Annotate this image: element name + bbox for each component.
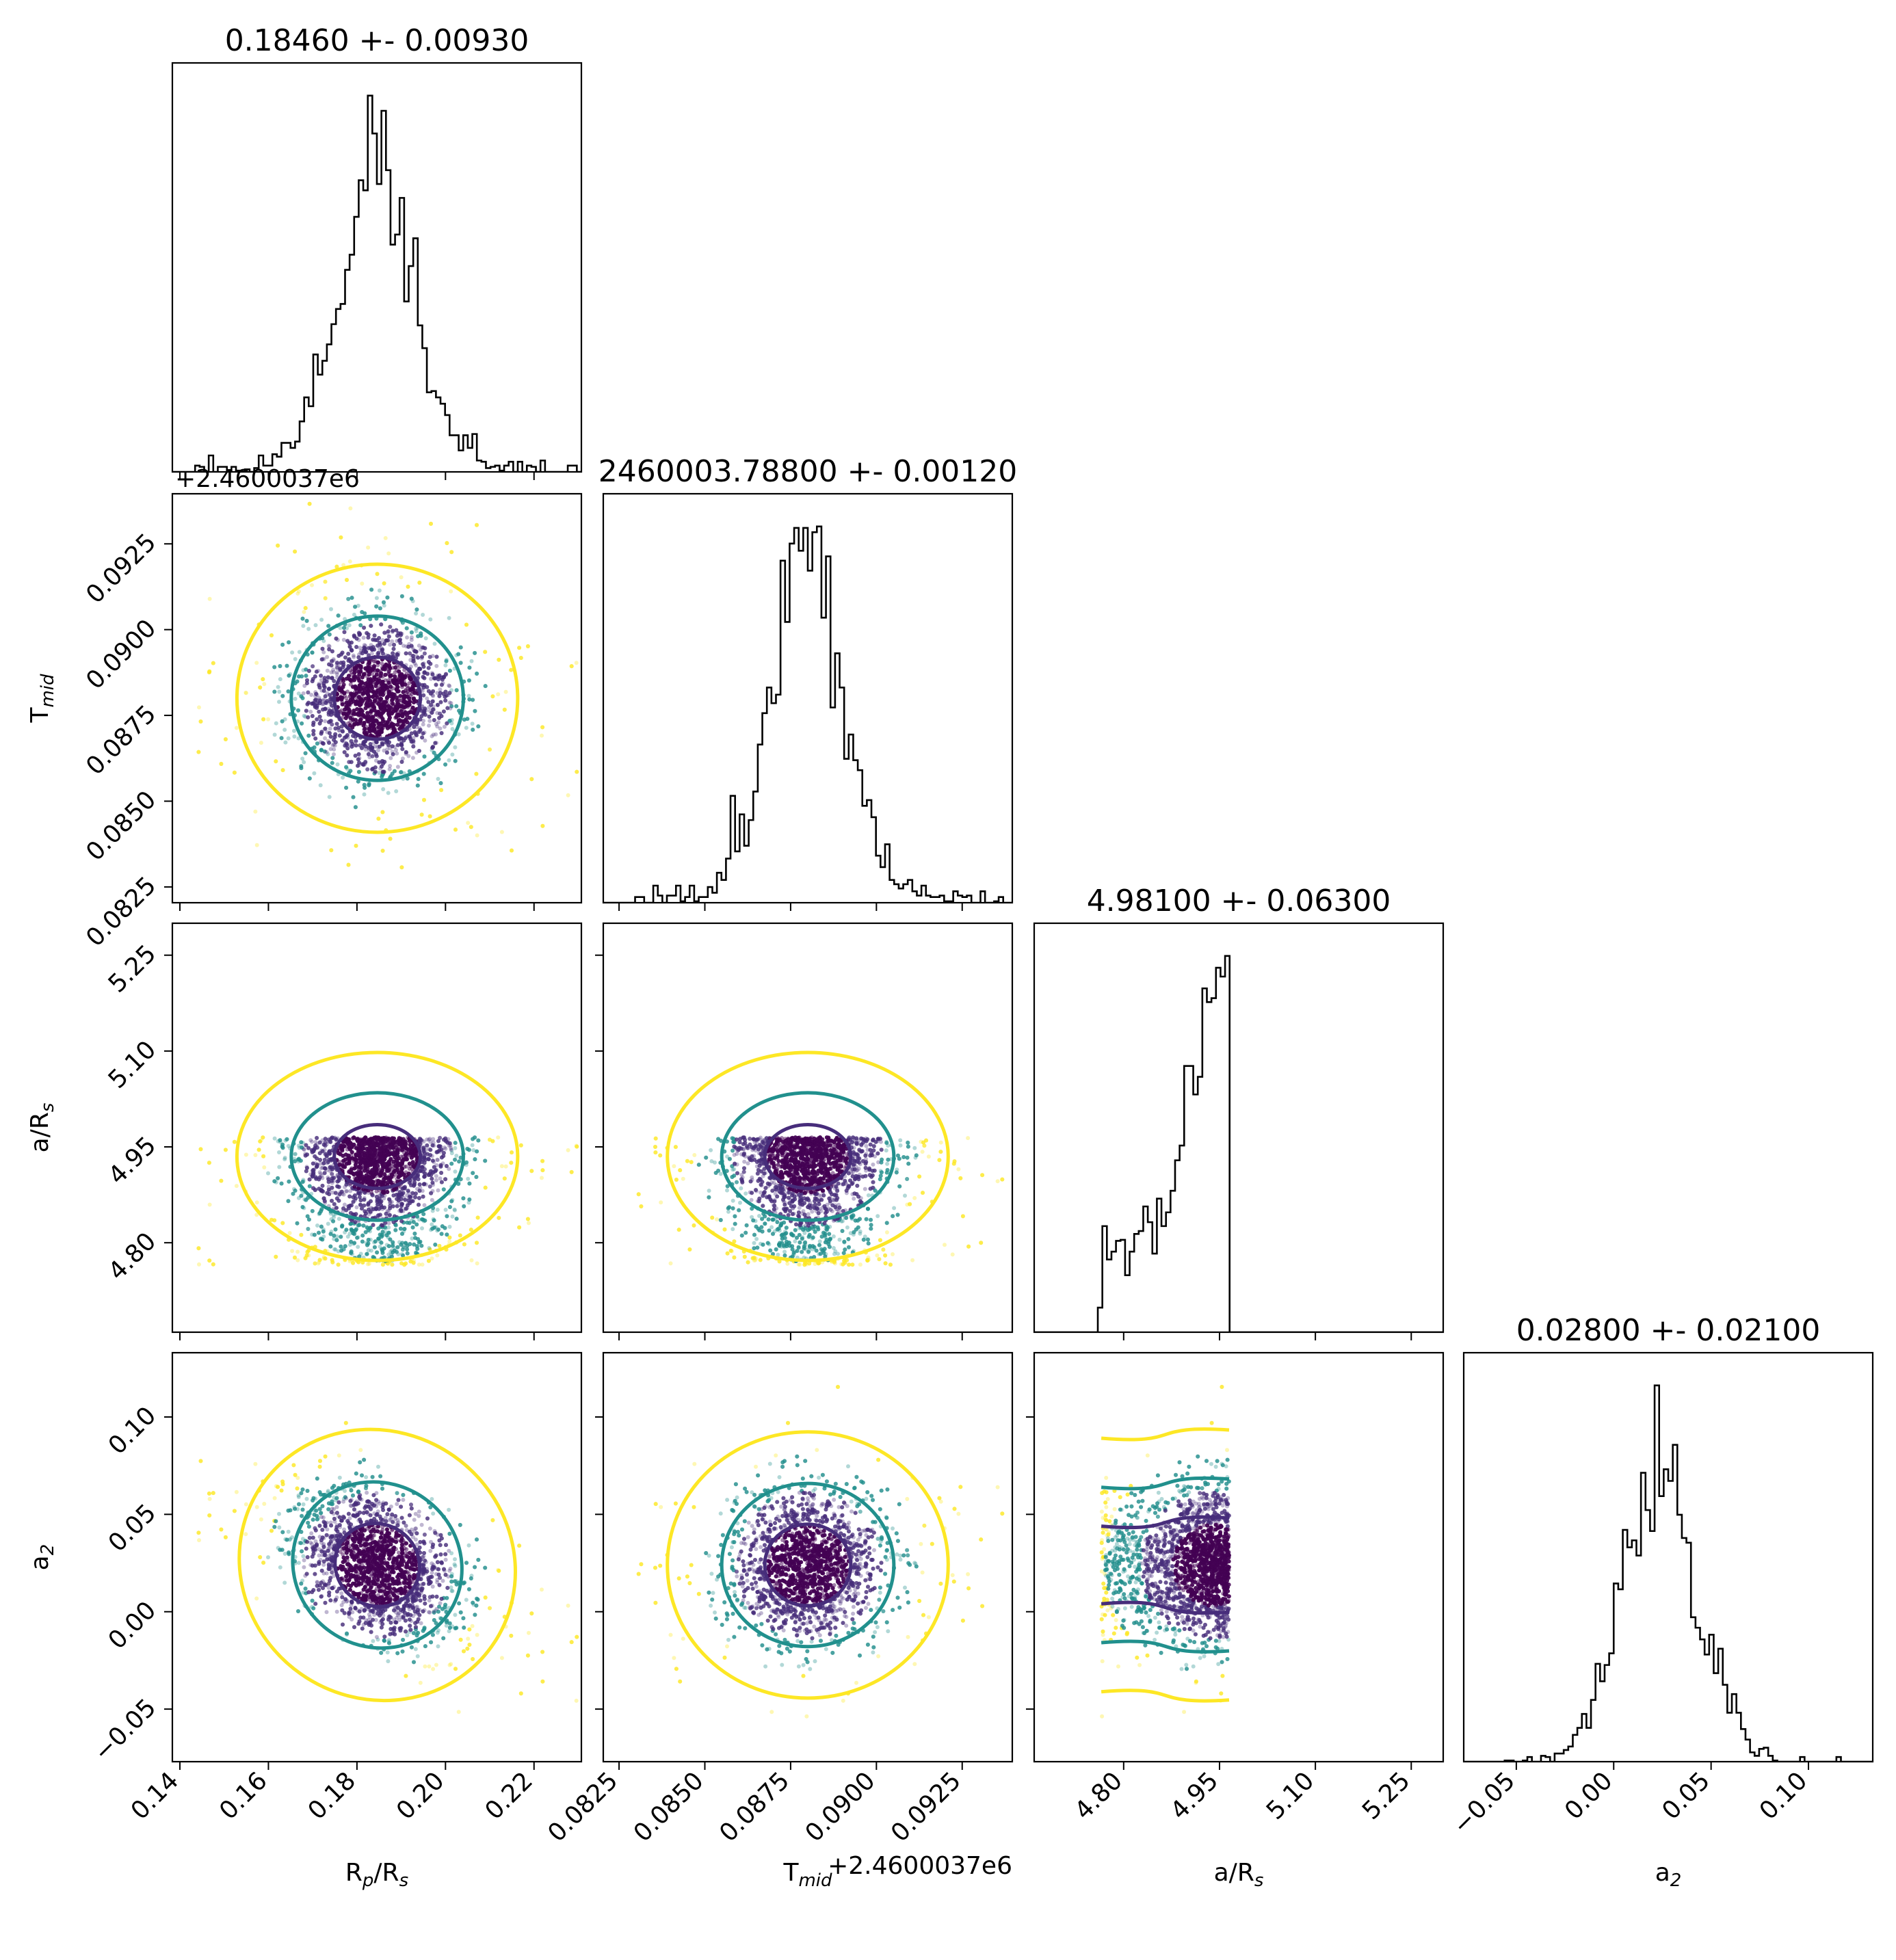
- contour-inner-lower: [1101, 1600, 1230, 1615]
- title-ars: 4.98100 +- 0.06300: [1087, 884, 1391, 918]
- ylabel-a2: a2: [26, 1544, 58, 1571]
- tick-label-ars: 4.95: [103, 1131, 162, 1190]
- panel-a2-vs-rp: 0.14 0.16 0.18 0.20 0.22 −0.05 0.00 0.05 0.10: [88, 1351, 583, 1825]
- ylabel-tmid: Tmid: [26, 674, 58, 724]
- histogram-a2: [1464, 1384, 1873, 1762]
- contour-outer-lower: [1101, 1688, 1230, 1703]
- panel-frame: [602, 922, 1014, 1334]
- panel-frame: [602, 492, 1014, 904]
- ylabel-ars: a/Rs: [26, 1103, 58, 1153]
- contour-middle: [291, 1480, 464, 1650]
- contour-outer: [666, 1050, 950, 1262]
- panel-frame: [1033, 922, 1445, 1334]
- tick-label-a2: 0.10: [103, 1401, 162, 1460]
- tick-label-rp: 0.18: [303, 1766, 362, 1825]
- tick-label-ars: 5.25: [1357, 1766, 1416, 1825]
- scatter-ars-vs-tmid: [636, 1135, 1005, 1267]
- tick-label-tmid: 0.0925: [886, 1766, 966, 1847]
- tick-label-ars: 5.25: [103, 940, 162, 998]
- contour-middle: [720, 1481, 896, 1649]
- panel-rp-vs-rp: 0.18460 +- 0.00930: [171, 23, 583, 480]
- title-tmid: 2460003.78800 +- 0.00120: [598, 454, 1018, 489]
- xlabel-a2: a2: [1655, 1859, 1682, 1891]
- contour-middle-lower: [1101, 1639, 1230, 1654]
- tick-label-a2: 0.10: [1754, 1766, 1813, 1825]
- contour-inner: [763, 1522, 853, 1608]
- contour-outer: [235, 562, 520, 834]
- contour-outer: [237, 1427, 517, 1703]
- contour-middle: [289, 614, 465, 782]
- tick-label-rp: 0.20: [391, 1766, 450, 1825]
- contour-outer-upper: [1101, 1427, 1230, 1442]
- panel-frame: [171, 1351, 583, 1763]
- panel-a2-vs-a2: 0.02800 +- 0.02100 −0.05 0.00 0.05 0.10: [1447, 1313, 1874, 1840]
- tick-label-a2: −0.05: [88, 1693, 161, 1766]
- contour-inner-upper: [1101, 1515, 1230, 1530]
- contour-middle: [289, 1091, 465, 1222]
- scatter-a2-vs-tmid: [636, 1385, 1005, 1719]
- xlabel-rp: Rp/Rs: [345, 1859, 408, 1891]
- title-a2: 0.02800 +- 0.02100: [1516, 1313, 1821, 1348]
- contour-middle-upper: [1101, 1476, 1230, 1491]
- tick-label-a2: 0.00: [1559, 1766, 1618, 1825]
- scatter-tmid-vs-rp: [196, 501, 579, 870]
- panel-frame: [602, 1351, 1014, 1763]
- contour-inner: [332, 655, 423, 741]
- tick-label-tmid: 0.0900: [800, 1766, 881, 1847]
- contour-outer: [235, 1050, 520, 1262]
- tick-label-a2: 0.00: [103, 1596, 162, 1655]
- xlabel-tmid: Tmid: [782, 1859, 832, 1891]
- title-rp: 0.18460 +- 0.00930: [225, 23, 529, 58]
- scatter-a2-vs-ars: [1099, 1385, 1231, 1719]
- panel-frame: [1462, 1351, 1874, 1763]
- contour-inner: [333, 1522, 421, 1608]
- panel-frame: [171, 62, 583, 473]
- tick-label-rp: 0.22: [479, 1766, 538, 1825]
- contour-inner: [763, 1122, 853, 1191]
- panel-frame: [1033, 1351, 1445, 1763]
- xlabel-ars: a/Rs: [1214, 1859, 1264, 1891]
- panel-frame: [171, 922, 583, 1334]
- tick-label-ars: 5.10: [1261, 1766, 1320, 1825]
- tick-label-tmid: 0.0825: [81, 871, 161, 952]
- tick-label-tmid: 0.0925: [81, 529, 161, 609]
- panel-ars-vs-tmid: [595, 922, 1014, 1340]
- tick-label-ars: 4.95: [1166, 1766, 1224, 1825]
- contour-middle: [720, 1091, 896, 1222]
- offset-text-tmid-x: +2.4600037e6: [828, 1852, 1012, 1880]
- tick-label-a2: 0.05: [1657, 1766, 1715, 1825]
- offset-text-tmid-y: +2.4600037e6: [175, 465, 360, 493]
- tick-label-tmid: 0.0825: [542, 1766, 623, 1847]
- tick-label-rp: 0.14: [126, 1766, 185, 1825]
- tick-label-a2: −0.05: [1447, 1766, 1520, 1840]
- tick-label-tmid: 0.0875: [81, 700, 161, 780]
- contour-outer: [666, 1430, 950, 1700]
- panel-ars-vs-ars: 4.98100 +- 0.06300: [1033, 884, 1445, 1340]
- tick-label-tmid: 0.0850: [81, 786, 161, 866]
- histogram-rp: [172, 94, 581, 472]
- panel-a2-vs-tmid: 0.0825 0.0850 0.0875 0.0900 0.0925: [542, 1351, 1014, 1847]
- tick-label-ars: 5.10: [103, 1035, 162, 1094]
- panel-ars-vs-rp: 4.80 4.95 5.10 5.25: [103, 922, 583, 1340]
- tick-label-tmid: 0.0850: [629, 1766, 709, 1847]
- panel-a2-vs-ars: 4.80 4.95 5.10 5.25: [1026, 1351, 1445, 1825]
- scatter-ars-vs-rp: [196, 1135, 579, 1267]
- panel-frame: [171, 492, 583, 904]
- tick-label-tmid: 0.0900: [81, 614, 161, 695]
- panel-tmid-vs-tmid: 2460003.78800 +- 0.00120: [598, 454, 1018, 911]
- tick-label-a2: 0.05: [103, 1499, 162, 1558]
- histogram-ars: [1034, 955, 1443, 1332]
- tick-label-tmid: 0.0875: [714, 1766, 795, 1847]
- tick-label-rp: 0.16: [214, 1766, 273, 1825]
- scatter-a2-vs-rp: [196, 1420, 579, 1714]
- histogram-tmid: [603, 525, 1012, 903]
- contour-inner: [332, 1122, 423, 1191]
- tick-label-ars: 4.80: [103, 1228, 162, 1286]
- tick-label-ars: 4.80: [1070, 1766, 1129, 1825]
